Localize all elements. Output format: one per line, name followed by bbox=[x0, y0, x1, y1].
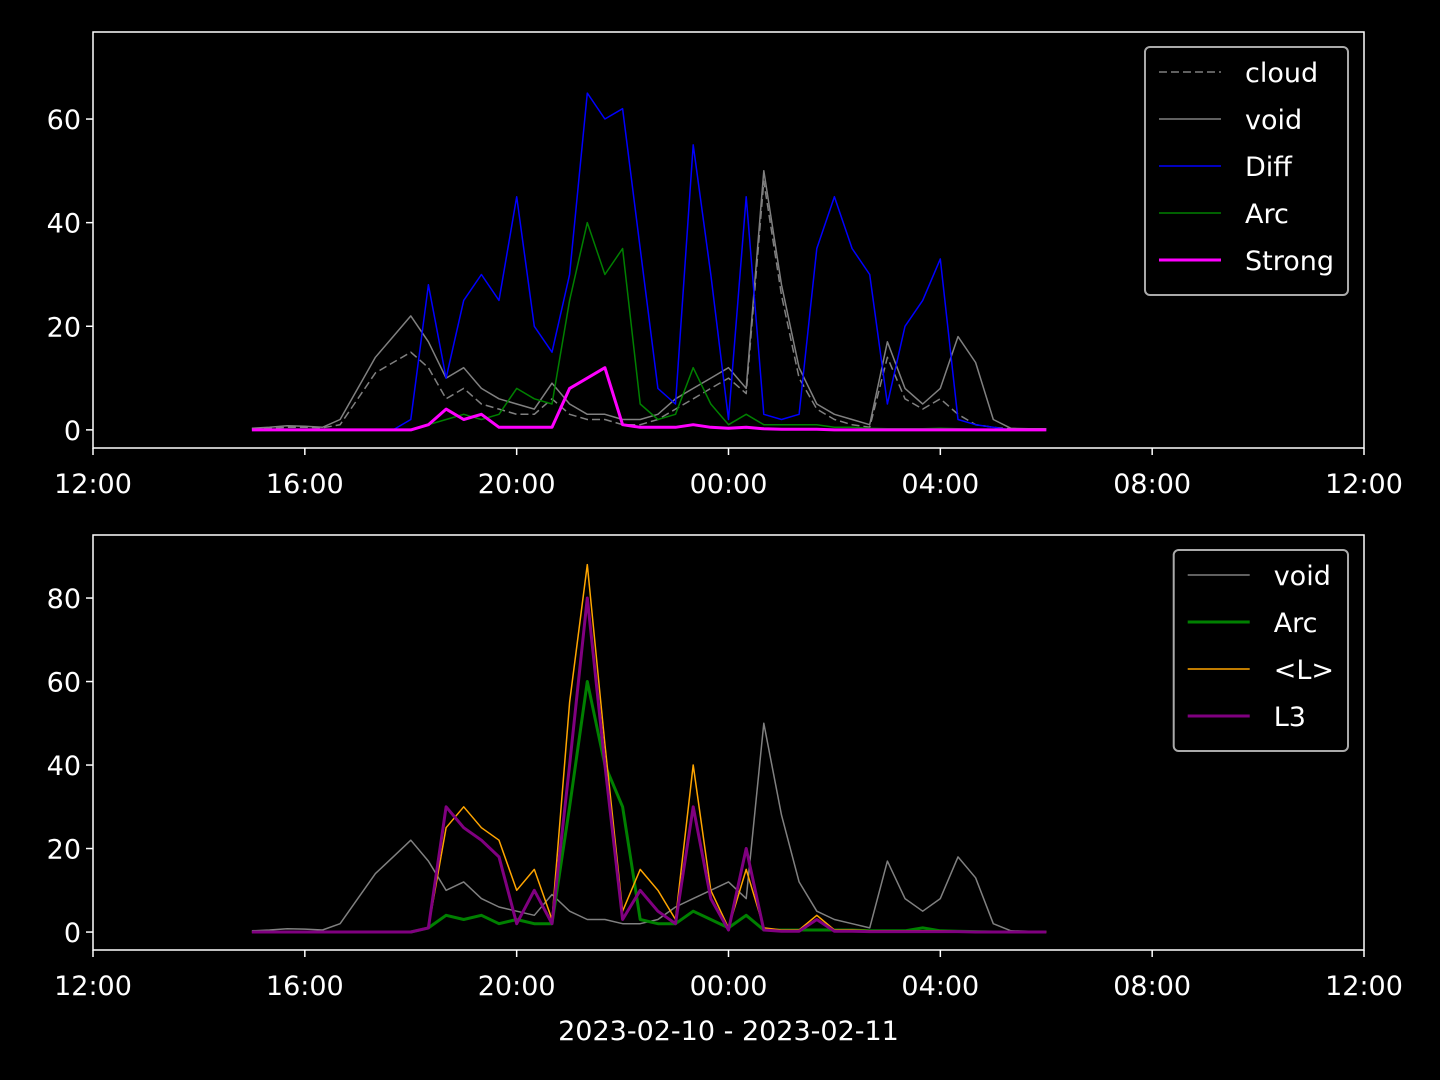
x-tick-label: 12:00 bbox=[1325, 971, 1403, 1002]
legend-label: Diff bbox=[1245, 152, 1293, 183]
legend-label: void bbox=[1245, 105, 1302, 136]
x-tick-label: 04:00 bbox=[901, 971, 979, 1002]
legend-label: Arc bbox=[1274, 608, 1318, 639]
x-tick-label: 00:00 bbox=[690, 971, 768, 1002]
y-tick-label: 0 bbox=[64, 416, 81, 447]
series-line bbox=[251, 596, 1047, 934]
legend-frame bbox=[1143, 46, 1349, 296]
x-axis-label: 2023-02-10 - 2023-02-11 bbox=[558, 1016, 899, 1047]
y-tick-label: 20 bbox=[47, 835, 81, 866]
series-line bbox=[251, 180, 1047, 431]
legend-label: Arc bbox=[1245, 199, 1289, 230]
legend-label: cloud bbox=[1245, 58, 1318, 89]
x-tick-label: 12:00 bbox=[1325, 469, 1403, 500]
x-tick-label: 08:00 bbox=[1113, 469, 1191, 500]
x-tick-label: 16:00 bbox=[266, 469, 344, 500]
y-tick-label: 60 bbox=[47, 668, 81, 699]
legend-frame bbox=[1172, 549, 1349, 752]
legend-label: void bbox=[1274, 561, 1331, 592]
x-tick-label: 08:00 bbox=[1113, 971, 1191, 1002]
y-tick-label: 40 bbox=[47, 751, 81, 782]
legend-label: L3 bbox=[1274, 702, 1306, 733]
x-tick-label: 16:00 bbox=[266, 971, 344, 1002]
legend-label: <L> bbox=[1274, 655, 1334, 686]
x-tick-label: 00:00 bbox=[690, 469, 768, 500]
y-tick-label: 40 bbox=[47, 209, 81, 240]
axes-frame bbox=[92, 534, 1365, 951]
legend: void Arc <L> L3 bbox=[1172, 549, 1349, 752]
legend-label: Strong bbox=[1245, 246, 1334, 277]
x-tick-label: 12:00 bbox=[54, 971, 132, 1002]
series-line bbox=[251, 170, 1047, 430]
legend: cloud void Diff Arc Strong bbox=[1143, 46, 1349, 296]
x-tick-label: 04:00 bbox=[901, 469, 979, 500]
x-tick-label: 20:00 bbox=[478, 971, 556, 1002]
y-tick-label: 60 bbox=[47, 105, 81, 136]
y-tick-label: 20 bbox=[47, 312, 81, 343]
x-tick-label: 20:00 bbox=[478, 469, 556, 500]
y-tick-label: 0 bbox=[64, 918, 81, 949]
axes-frame bbox=[92, 31, 1365, 449]
series-line bbox=[251, 366, 1047, 432]
y-tick-label: 80 bbox=[47, 584, 81, 615]
x-tick-label: 12:00 bbox=[54, 469, 132, 500]
